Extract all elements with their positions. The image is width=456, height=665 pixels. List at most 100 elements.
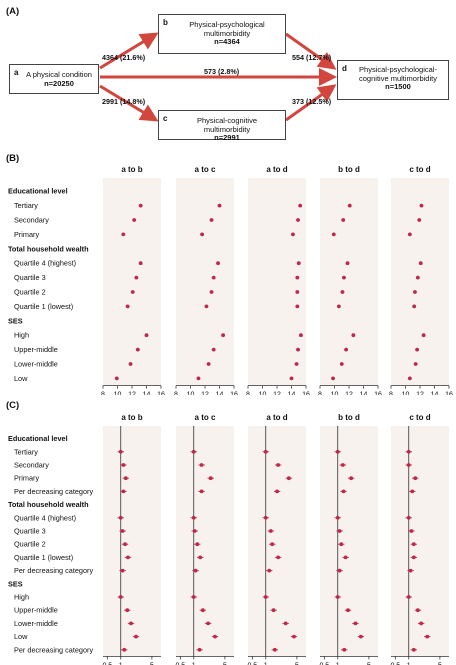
x-tick-label: 0.5	[319, 662, 329, 665]
point-estimate	[199, 463, 204, 467]
point-estimate	[421, 333, 426, 338]
point-estimate	[121, 489, 126, 494]
point-estimate	[337, 568, 342, 573]
x-tick-label: 12	[201, 392, 209, 395]
point-estimate	[208, 476, 213, 481]
point-estimate	[263, 515, 268, 520]
point-estimate	[286, 476, 291, 481]
point-estimate	[118, 449, 123, 454]
edge-label-b-to-d: 554 (12.7%)	[292, 53, 332, 62]
x-tick-label: 5	[150, 662, 154, 665]
point-estimate	[343, 555, 348, 560]
x-tick-label: 10	[402, 392, 410, 395]
point-estimate	[291, 232, 295, 237]
x-tick-label: 14	[216, 392, 224, 395]
point-estimate	[121, 463, 126, 467]
x-tick-label: 16	[230, 392, 238, 395]
panel-background	[103, 178, 161, 386]
point-estimate	[289, 376, 294, 381]
panel-label-a: (A)	[6, 6, 20, 17]
point-estimate	[408, 568, 413, 573]
edge-label-a-to-b: 4364 (21.6%)	[102, 53, 146, 62]
point-estimate	[412, 304, 417, 309]
point-estimate	[340, 290, 345, 294]
point-estimate	[351, 333, 356, 338]
forest-plot-c: a to b 0.5 1 5 a to c 0.5 1 5 a to d 0.5 1 5 b to d 0…	[8, 413, 449, 665]
x-tick-label: 10	[187, 392, 195, 395]
panel-background	[320, 178, 378, 386]
point-estimate	[294, 362, 299, 366]
node-a-letter: a	[14, 68, 19, 77]
point-estimate	[419, 203, 424, 208]
point-estimate	[122, 647, 127, 652]
point-estimate	[345, 261, 350, 266]
row-label: Secondary	[14, 216, 49, 225]
point-estimate	[295, 304, 300, 309]
panel-background	[391, 426, 449, 657]
arrow-a-to-b	[99, 32, 159, 70]
point-estimate	[418, 261, 423, 266]
x-tick-label: 1	[119, 662, 123, 665]
row-label: Quartile 1 (lowest)	[14, 553, 73, 562]
row-label: Per decreasing category	[14, 645, 93, 654]
point-estimate	[344, 347, 348, 352]
row-label: Per decreasing category	[14, 487, 93, 496]
point-estimate	[346, 608, 350, 613]
point-estimate	[296, 218, 300, 222]
point-estimate	[410, 489, 415, 494]
node-c-letter: c	[163, 114, 168, 123]
row-group-label: Educational level	[8, 434, 68, 443]
point-estimate	[144, 333, 149, 338]
point-estimate	[191, 515, 196, 520]
row-label: Secondary	[14, 461, 49, 470]
point-estimate	[411, 647, 416, 652]
point-estimate	[415, 608, 420, 613]
point-estimate	[120, 568, 125, 573]
x-tick-label: 5	[223, 662, 227, 665]
node-c-title: Physical-cognitive multimorbidity	[196, 116, 258, 134]
point-estimate	[123, 476, 128, 481]
point-estimate	[114, 376, 119, 381]
panel-background	[103, 426, 161, 657]
point-estimate	[292, 634, 296, 639]
point-estimate	[209, 218, 214, 222]
node-c-count: n=2991	[214, 133, 240, 143]
row-group-label: Total household wealth	[8, 500, 89, 509]
point-estimate	[221, 333, 226, 338]
x-tick-label: 8	[389, 392, 393, 395]
point-estimate	[409, 529, 414, 533]
point-estimate	[411, 555, 416, 560]
column-header: a to c	[195, 165, 216, 174]
row-group-label: Educational level	[8, 187, 68, 196]
node-d-count: n=1500	[385, 82, 411, 92]
point-estimate	[415, 275, 420, 280]
x-tick-label: 1	[264, 662, 268, 665]
x-tick-label: 16	[374, 392, 382, 395]
point-estimate	[217, 203, 222, 208]
point-estimate	[340, 463, 345, 467]
point-estimate	[118, 595, 123, 599]
point-estimate	[195, 542, 200, 547]
x-tick-label: 8	[101, 392, 105, 395]
point-estimate	[128, 362, 133, 366]
x-tick-label: 12	[345, 392, 353, 395]
point-estimate	[270, 542, 275, 547]
x-tick-label: 1	[192, 662, 196, 665]
x-tick-label: 5	[438, 662, 442, 665]
column-header: a to d	[266, 413, 287, 422]
point-estimate	[211, 275, 216, 280]
point-estimate	[342, 275, 346, 280]
node-d-letter: d	[342, 64, 347, 73]
x-tick-label: 5	[295, 662, 299, 665]
x-tick-label: 0.5	[102, 662, 112, 665]
point-estimate	[331, 232, 336, 237]
panel-background	[320, 426, 378, 657]
point-estimate	[267, 568, 272, 573]
point-estimate	[358, 634, 363, 639]
point-estimate	[276, 463, 281, 467]
point-estimate	[331, 376, 335, 381]
column-header: a to c	[195, 413, 216, 422]
x-tick-label: 16	[445, 392, 453, 395]
row-label: Primary	[14, 230, 39, 239]
point-estimate	[134, 275, 139, 280]
